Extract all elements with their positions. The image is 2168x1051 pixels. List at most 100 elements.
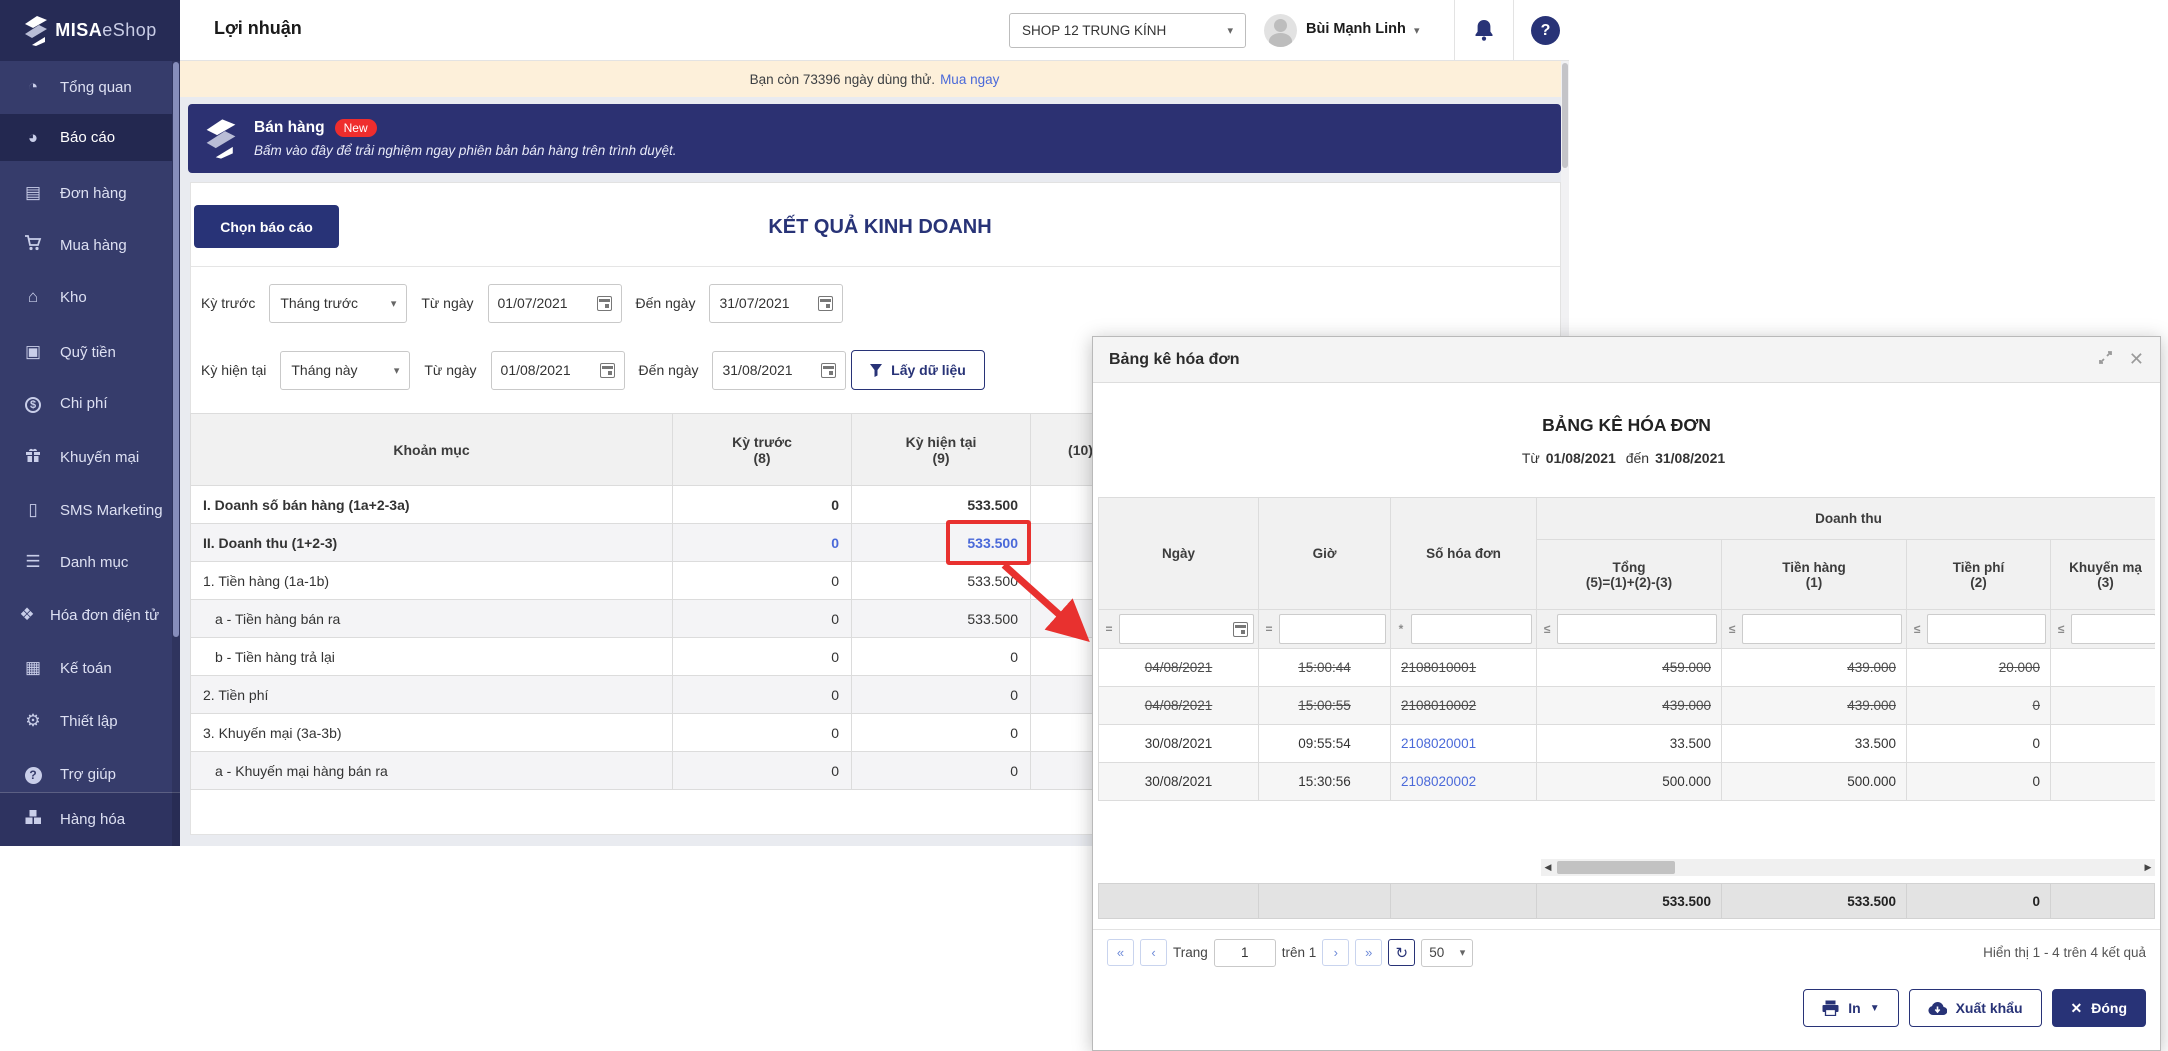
sidebar-item-kho[interactable]: ⌂ Kho [0, 273, 172, 321]
promo-filter-input[interactable] [2071, 614, 2155, 644]
goods-filter-input[interactable] [1742, 614, 1902, 644]
calendar-icon[interactable] [596, 295, 612, 311]
curr-to-date[interactable]: 31/08/2021 [712, 350, 847, 390]
pagination-bar: « ‹ Trang trên 1 › » ↻ 50▾ Hiển thị 1 - … [1093, 929, 2160, 975]
sidebar-item-ke-toan[interactable]: ▦ Kế toán [0, 644, 172, 692]
promo-banner[interactable]: Bán hàng New Bấm vào đây để trải nghiệm … [188, 104, 1561, 173]
prev-from-date[interactable]: 01/07/2021 [487, 283, 622, 323]
invoice-filter-input[interactable] [1411, 614, 1532, 644]
sidebar-item-danh-muc[interactable]: ☰ Danh mục [0, 538, 172, 586]
cart-icon [22, 234, 44, 256]
time-filter-input[interactable] [1279, 614, 1386, 644]
sidebar-item-don-hang[interactable]: ▤ Đơn hàng [0, 169, 172, 217]
col-tien-phi: Tiền phí (2) [1906, 539, 2051, 610]
print-button[interactable]: In ▼ [1803, 989, 1899, 1027]
close-button[interactable]: ✕ Đóng [2051, 989, 2146, 1027]
prev-page-button[interactable]: ‹ [1140, 939, 1167, 966]
money-bag-icon: $ [22, 393, 44, 413]
close-icon[interactable]: ✕ [2128, 349, 2144, 369]
sidebar-item-chi-phi[interactable]: $ Chi phí [0, 379, 172, 427]
safe-icon: ▣ [24, 342, 42, 361]
page-of-label: trên 1 [1281, 945, 1317, 960]
drill-link-highlighted[interactable]: 533.500 [851, 523, 1031, 562]
invoice-table: Ngày Giờ Số hóa đơn Doanh thu Tổng (5)=(1… [1098, 497, 2155, 801]
sidebar-item-mua-hang[interactable]: Mua hàng [0, 221, 172, 269]
promo-title: Bán hàng [254, 119, 325, 136]
notification-bell-icon[interactable] [1470, 16, 1498, 44]
invoice-row-cancelled: 04/08/2021 15:00:44 2108010001 459.000 439… [1098, 648, 2155, 687]
calendar-icon[interactable] [821, 362, 837, 378]
shop-selector[interactable]: SHOP 12 TRUNG KÍNH ▾ [1009, 13, 1246, 48]
annotation-highlight-box [946, 520, 1031, 565]
modal-footer: In ▼ Xuất khẩu ✕ Đóng [1093, 989, 2160, 1027]
last-page-button[interactable]: » [1355, 939, 1383, 966]
page-input[interactable] [1213, 938, 1276, 967]
prev-period-select[interactable]: Tháng trước ▾ [269, 283, 408, 323]
chevron-down-icon: ▾ [390, 297, 397, 310]
gift-icon [22, 447, 44, 468]
buy-now-link[interactable]: Mua ngay [940, 71, 1000, 87]
sidebar-item-bao-cao[interactable]: ◕ Báo cáo [0, 114, 172, 161]
sidebar-item-tro-giup[interactable]: ? Trợ giúp [0, 750, 172, 798]
totals-row: 533.500 533.500 0 [1098, 883, 2155, 919]
col-ngay: Ngày [1098, 497, 1259, 610]
total-sum: 533.500 [1537, 884, 1722, 918]
e-invoice-icon: ❖ [19, 605, 35, 624]
avatar[interactable] [1264, 14, 1297, 47]
invoice-link[interactable]: 2108010001 [1390, 648, 1537, 687]
filter-row-current-period: Kỳ hiện tại Tháng này ▾ Từ ngày 01/08/202… [201, 350, 847, 390]
calendar-icon[interactable] [1233, 621, 1248, 637]
total-filter-input[interactable] [1557, 614, 1717, 644]
choose-report-button[interactable]: Chọn báo cáo [194, 205, 339, 248]
sidebar-item-hang-hoa[interactable]: Hàng hóa [0, 795, 172, 843]
curr-period-select[interactable]: Tháng này ▾ [280, 350, 411, 390]
phone-icon: ▯ [28, 500, 38, 519]
col-group-doanh-thu: Doanh thu [1536, 497, 2155, 540]
col-tien-hang: Tiền hàng (1) [1721, 539, 1907, 610]
user-menu[interactable]: Bùi Mạnh Linh [1306, 21, 1406, 37]
export-button[interactable]: Xuất khẩu [1908, 989, 2042, 1027]
drill-link[interactable]: 0 [672, 523, 852, 562]
prev-to-date[interactable]: 31/07/2021 [709, 283, 844, 323]
sidebar-scrollbar-thumb[interactable] [173, 62, 179, 637]
help-icon: ? [22, 764, 44, 784]
sidebar-item-thiet-lap[interactable]: ⚙ Thiết lập [0, 697, 172, 745]
sidebar-item-hoa-don-dien-tu[interactable]: ❖ Hóa đơn điện tử [0, 591, 172, 639]
page-size-select[interactable]: 50 ▾ [1421, 938, 1474, 967]
refresh-icon[interactable]: ↻ [1388, 939, 1416, 966]
date-filter-input[interactable] [1119, 614, 1254, 644]
sidebar-item-quy-tien[interactable]: ▣ Quỹ tiền [0, 328, 172, 376]
scroll-right-icon[interactable]: ▶ [2144, 862, 2152, 872]
invoice-link[interactable]: 2108020002 [1390, 762, 1537, 801]
chevron-down-icon[interactable]: ▾ [1414, 25, 1420, 37]
page-title: Lợi nhuận [214, 18, 302, 38]
logo-text: MISAeShop [55, 20, 157, 40]
trial-banner: Bạn còn 73396 ngày dùng thử. Mua ngay [180, 61, 1569, 97]
calendar-icon[interactable] [818, 295, 834, 311]
next-page-button[interactable]: › [1322, 939, 1350, 966]
expand-icon[interactable] [2098, 350, 2113, 370]
scroll-left-icon[interactable]: ◀ [1544, 862, 1552, 872]
app-logo[interactable]: MISAeShop [0, 0, 180, 61]
invoice-link[interactable]: 2108010002 [1390, 686, 1537, 725]
document-date-range: Từ 01/08/2021 đến 31/08/2021 [1521, 450, 1726, 466]
x-icon: ✕ [2070, 999, 2083, 1016]
fee-filter-input[interactable] [1927, 614, 2046, 644]
curr-from-date[interactable]: 01/08/2021 [490, 350, 625, 390]
sidebar-item-khuyen-mai[interactable]: Khuyến mại [0, 433, 172, 481]
scrollbar-thumb[interactable] [1557, 861, 1675, 874]
promo-subtitle: Bấm vào đây để trải nghiệm ngay phiên bả… [254, 143, 677, 158]
help-button[interactable]: ? [1531, 16, 1560, 45]
main-scrollbar-thumb[interactable] [1562, 63, 1568, 168]
sidebar-item-tong-quan[interactable]: ◔ Tổng quan [0, 63, 172, 111]
horizontal-scrollbar[interactable]: ◀ ▶ [1541, 859, 2155, 876]
warehouse-icon: ⌂ [27, 287, 39, 306]
boxes-icon [22, 809, 44, 830]
calendar-icon[interactable] [599, 362, 615, 378]
chevron-down-icon: ▾ [393, 364, 400, 377]
invoice-link[interactable]: 2108020001 [1390, 724, 1537, 763]
col-ky-hien-tai: Kỳ hiện tại (9) [851, 413, 1031, 486]
sidebar-item-sms-marketing[interactable]: ▯ SMS Marketing [0, 486, 172, 534]
get-data-button[interactable]: Lấy dữ liệu [851, 350, 985, 390]
first-page-button[interactable]: « [1107, 939, 1134, 966]
